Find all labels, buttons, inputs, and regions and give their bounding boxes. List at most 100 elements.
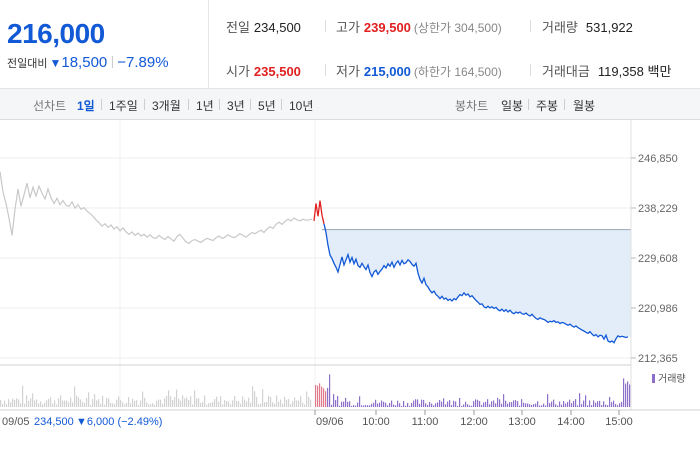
volume-bar — [262, 389, 264, 407]
volume-bar — [611, 402, 613, 407]
divider — [530, 20, 531, 32]
volume-bar — [323, 388, 325, 407]
volume-bar — [238, 401, 240, 407]
volume-bar — [621, 401, 623, 407]
volume-bar — [373, 402, 375, 407]
tab-1week[interactable]: 1주일 — [109, 99, 138, 113]
volume-bar — [232, 400, 234, 407]
volume-bar — [140, 400, 142, 407]
session-up-price-line — [313, 200, 325, 224]
volume-bar — [505, 400, 507, 407]
volume-bar — [543, 403, 545, 407]
volume-bar — [302, 402, 304, 407]
volume-bar — [627, 381, 629, 407]
prev-date-label: 09/05 — [2, 416, 30, 428]
volume-bar — [228, 401, 230, 407]
volume-bar — [20, 403, 22, 407]
volume-bar — [8, 399, 10, 407]
lower-limit: (하한가 164,500) — [413, 65, 502, 79]
prev-close-label: 234,500 — [34, 416, 74, 428]
volume-bar — [339, 405, 341, 407]
volume-bar — [355, 405, 357, 407]
volume-bar — [337, 396, 339, 407]
volume-bar — [214, 399, 216, 407]
volume-bar — [68, 402, 70, 407]
volume-bar — [272, 402, 274, 407]
volume-bar — [288, 398, 290, 407]
volume-bar — [98, 399, 100, 407]
volume-bar — [286, 399, 288, 407]
volume-bar — [363, 405, 365, 407]
volume-bar — [154, 404, 156, 407]
volume-bar — [409, 405, 411, 407]
volume-bar — [405, 405, 407, 407]
volume-bar — [433, 405, 435, 407]
divider — [188, 99, 189, 110]
volume-value: 531,922 — [585, 20, 633, 35]
volume-bar — [531, 404, 533, 407]
volume-bar — [509, 402, 511, 407]
change-label: 전일대비 — [7, 58, 48, 70]
volume-bar — [282, 403, 284, 407]
volume-bar — [399, 403, 401, 407]
volume-legend: 거래량 — [658, 373, 686, 385]
volume-bar — [493, 400, 495, 407]
volume-bar — [0, 400, 2, 407]
volume-bar — [144, 397, 146, 407]
volume-bar — [276, 395, 278, 407]
volume-bar — [435, 403, 437, 407]
tab-5years[interactable]: 5년 — [258, 99, 276, 113]
open-value: 235,500 — [253, 64, 301, 79]
tab-3months[interactable]: 3개월 — [152, 99, 181, 113]
y-tick-label: 229,608 — [638, 253, 678, 265]
volume-bar — [18, 399, 20, 407]
volume-bar — [473, 401, 475, 407]
tab-1day[interactable]: 1일 — [77, 99, 95, 113]
tab-monthly-candle[interactable]: 월봉 — [573, 99, 596, 113]
volume-bar — [457, 405, 459, 407]
volume-bar — [110, 402, 112, 407]
volume-bar — [557, 405, 559, 407]
volume-bar — [226, 400, 228, 407]
volume-bar — [377, 403, 379, 407]
volume-bar — [327, 387, 329, 407]
volume-bar — [92, 399, 94, 407]
tab-weekly-candle[interactable]: 주봉 — [536, 99, 559, 113]
tab-10years[interactable]: 10년 — [289, 99, 314, 113]
volume-bar — [70, 397, 72, 407]
volume-bar — [397, 400, 399, 407]
divider — [219, 99, 220, 110]
volume-bar — [136, 400, 138, 407]
volume-bar — [335, 400, 337, 407]
volume-bar — [391, 400, 393, 407]
volume-bar — [597, 401, 599, 407]
tab-1year[interactable]: 1년 — [196, 99, 214, 113]
divider — [325, 64, 326, 76]
volume-bar — [469, 405, 471, 407]
volume-bar — [321, 386, 323, 407]
divider — [530, 64, 531, 76]
volume-bar — [481, 405, 483, 407]
tab-daily-candle[interactable]: 일봉 — [501, 99, 524, 113]
volume-bar — [513, 400, 515, 407]
volume-bar — [284, 396, 286, 407]
volume-bar — [617, 405, 619, 407]
tab-3years[interactable]: 3년 — [227, 99, 245, 113]
volume-bar — [565, 403, 567, 407]
divider — [112, 56, 114, 68]
volume-bar — [306, 391, 308, 407]
volume-bar — [567, 401, 569, 407]
change-value: 18,500 — [61, 54, 108, 71]
volume-bar — [234, 395, 236, 407]
volume-bar — [34, 400, 36, 407]
volume-bar — [78, 397, 80, 407]
volume-bar — [439, 399, 441, 407]
volume-bar — [551, 401, 553, 407]
volume-bar — [206, 404, 208, 407]
divider — [564, 99, 565, 110]
volume-bar — [603, 401, 605, 407]
price-stats: 전일 234,500 고가 239,500 (상한가 304,500) 거래량 531,… — [208, 0, 700, 88]
volume-bar — [14, 400, 16, 407]
volume-bar — [465, 401, 467, 407]
volume-bar — [28, 400, 30, 407]
